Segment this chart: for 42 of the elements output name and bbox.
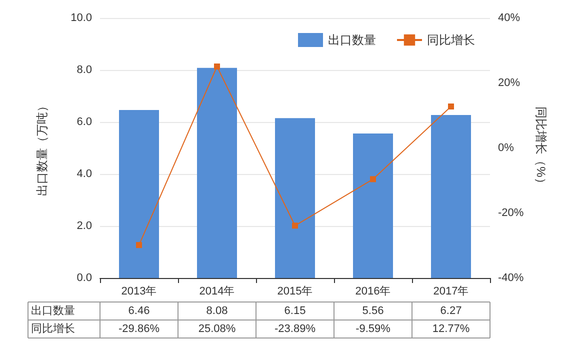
y-tick-label: 0.0 — [76, 272, 92, 284]
data-label: -23.89% — [274, 323, 316, 335]
data-label: -29.86% — [118, 323, 160, 335]
point — [214, 63, 220, 70]
y2-tick-label: -20% — [498, 207, 524, 219]
point — [292, 222, 298, 229]
point — [448, 103, 454, 110]
bar — [197, 68, 237, 278]
text: 出口数量 — [31, 305, 75, 317]
point — [136, 242, 142, 248]
y-tick-label: 10.0 — [70, 12, 92, 24]
y-tick-label: 4.0 — [76, 168, 92, 180]
y2-tick-label: 40% — [498, 12, 520, 24]
y2-tick-label: 0% — [498, 142, 514, 154]
bar — [119, 110, 159, 278]
legend-label: 出口数量 — [328, 33, 376, 47]
y-axis-title: 出口数量（万吨） — [35, 100, 49, 196]
data-label: 12.77% — [432, 323, 470, 335]
data-label: 25.08% — [198, 323, 236, 335]
data-label: 8.08 — [206, 305, 228, 317]
bar — [353, 133, 393, 278]
y2-tick-label: 20% — [498, 77, 520, 89]
x-tick-label: 2017年 — [433, 286, 469, 298]
bar — [431, 114, 471, 278]
x-tick-label: 2013年 — [121, 286, 157, 298]
x-tick-label: 2014年 — [199, 286, 235, 298]
y2-tick-label: -40% — [498, 272, 524, 284]
bar — [275, 118, 315, 278]
data-label: 5.56 — [362, 305, 384, 317]
x-tick-label: 2016年 — [355, 286, 391, 298]
text: 同比增长 — [31, 323, 75, 335]
y2-axis-title: 同比增长（%） — [534, 106, 548, 190]
y-tick-label: 2.0 — [76, 220, 92, 232]
data-label: 6.46 — [128, 305, 150, 317]
y-tick-label: 8.0 — [76, 64, 92, 76]
x-tick-label: 2015年 — [277, 286, 313, 298]
data-label: 6.27 — [440, 305, 462, 317]
data-label: 6.15 — [284, 305, 306, 317]
point — [370, 176, 376, 182]
legend-label: 同比增长 — [427, 33, 475, 47]
y-tick-label: 6.0 — [76, 116, 92, 128]
data-label: -9.59% — [356, 323, 391, 335]
